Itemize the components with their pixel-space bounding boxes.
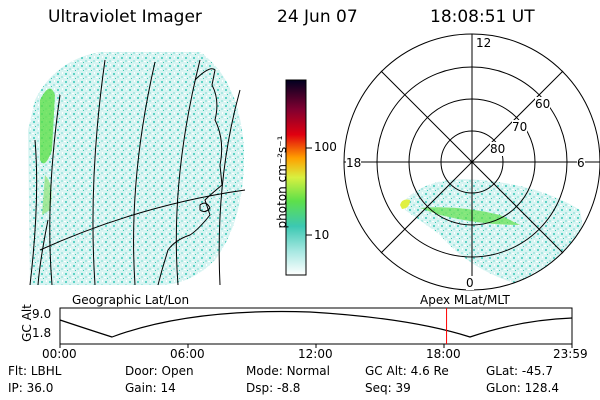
colorbar-tick-100: 100 <box>314 140 337 154</box>
colorbar-tick-10: 10 <box>314 228 330 242</box>
status-glat: GLat: -45.7 <box>486 364 553 378</box>
status-ip: IP: 36.0 <box>8 381 54 395</box>
orbit-altitude-curve <box>59 310 573 338</box>
status-seq: Seq: 39 <box>365 381 411 395</box>
coastline <box>157 68 223 286</box>
status-door: Door: Open <box>125 364 194 378</box>
status-flt: Flt: LBHL <box>8 364 62 378</box>
mlt-label-0: 0 <box>466 276 474 290</box>
instrument-title: Ultraviolet Imager <box>48 7 202 27</box>
orbit-ytick-1-8: 1.8 <box>32 326 52 340</box>
left-image-fill <box>28 52 245 285</box>
geographic-graticule <box>29 59 246 286</box>
apex-panel-label: Apex MLat/MLT <box>420 293 510 307</box>
lat-label-80: 80 <box>490 142 506 156</box>
orbit-xtick-1200: 12:00 <box>298 347 333 361</box>
status-gain: Gain: 14 <box>125 381 176 395</box>
orbit-frame <box>59 307 573 345</box>
geographic-panel-label: Geographic Lat/Lon <box>72 293 190 307</box>
orbit-xtick-2359: 23:59 <box>553 347 588 361</box>
status-dsp: Dsp: -8.8 <box>246 381 301 395</box>
status-mode: Mode: Normal <box>246 364 330 378</box>
orbit-xtick-0600: 06:00 <box>170 347 205 361</box>
mlt-label-18: 18 <box>346 156 362 170</box>
date-label: 24 Jun 07 <box>277 7 358 27</box>
time-label: 18:08:51 UT <box>430 7 535 27</box>
polar-grid <box>343 33 600 291</box>
lat-label-60: 60 <box>535 97 551 111</box>
orbit-ytick-9: 9.0 <box>32 307 52 321</box>
status-gc-alt: GC Alt: 4.6 Re <box>365 364 449 378</box>
orbit-xtick-1800: 18:00 <box>426 347 461 361</box>
mlt-label-12: 12 <box>476 36 492 50</box>
mlt-label-6: 6 <box>577 156 585 170</box>
status-glon: GLon: 128.4 <box>486 381 559 395</box>
colorbar-gradient <box>285 79 307 276</box>
orbit-xtick-0000: 00:00 <box>42 347 77 361</box>
lat-label-70: 70 <box>512 120 528 134</box>
